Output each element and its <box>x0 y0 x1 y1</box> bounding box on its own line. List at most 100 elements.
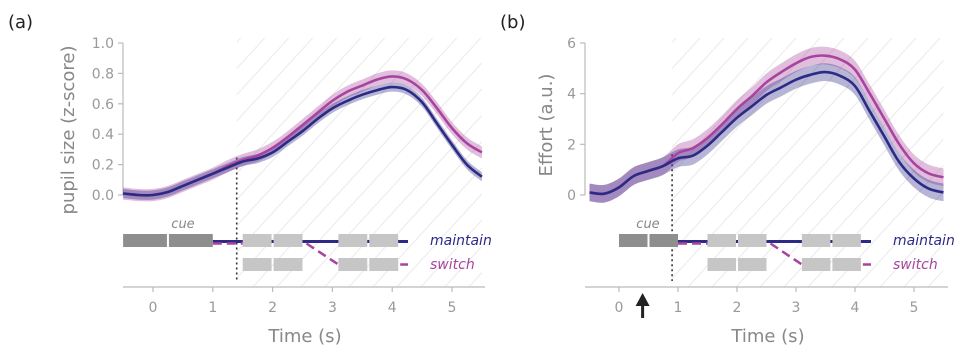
hatch-line <box>672 38 749 122</box>
panel-0-y-tick-label: 0.4 <box>92 127 114 143</box>
panel-a-y-axis-title: pupil size (z-score) <box>58 46 79 215</box>
panel-a-label: (a) <box>8 12 33 33</box>
panel-0-switch-track-2 <box>305 242 340 266</box>
panel-1-switch-block-0-right <box>738 258 767 271</box>
panel-1-x-tick-label: 3 <box>792 300 801 316</box>
panel-0-x-tick-label: 4 <box>388 300 397 316</box>
hatch-line <box>0 3 33 287</box>
hatch-line <box>0 3 9 287</box>
hatch-line <box>372 167 482 287</box>
panel-1-maintain-block-1-right <box>832 234 861 247</box>
hatch-line <box>236 38 338 148</box>
panel-0-x-tick-label: 5 <box>448 300 457 316</box>
panel-0-y-tick-label: 0.2 <box>92 158 114 174</box>
hatch-line <box>735 59 944 287</box>
hatch-line <box>396 193 482 287</box>
panel-a-cue-label: cue <box>171 217 194 232</box>
panel-0-maintain-block-1-left <box>338 234 368 247</box>
hatch-line <box>0 3 57 287</box>
panel-1-cue-block-2 <box>649 234 678 247</box>
hatch-line <box>236 38 362 175</box>
panel-0-maintain-block-0-right <box>273 234 303 247</box>
panel-0-y-tick-label: 1.0 <box>92 36 114 52</box>
panel-0-y-tick-label: 0.8 <box>92 66 114 82</box>
hatch-line <box>672 38 893 280</box>
panel-b-y-axis-title: Effort (a.u.) <box>536 74 557 177</box>
panel-1-switch-band <box>589 46 944 203</box>
panel-a-legend-maintain: maintain <box>430 233 492 249</box>
panel-1-cue-block-1 <box>619 234 648 247</box>
panel-0-switch-block-0-left <box>242 258 272 271</box>
hatch-line <box>672 38 821 201</box>
panel-0-y-tick-label: 0.0 <box>92 188 114 204</box>
panel-1-switch-track-2 <box>769 242 803 266</box>
hatch-line <box>236 38 266 70</box>
panel-0-maintain-block-1-right <box>369 234 399 247</box>
panel-0-cue-block-2 <box>168 234 213 247</box>
panel-1-x-tick-label: 4 <box>851 300 860 316</box>
panel-1-x-tick-label: 5 <box>910 300 919 316</box>
panel-0-x-tick-label: 0 <box>149 300 158 316</box>
hatch-line <box>236 38 290 96</box>
hatch-line <box>855 190 944 287</box>
panel-a: 0.0 0.2 0.4 0.6 0.8 1.0 0 1 2 3 4 5 (a) pupil size … <box>0 3 492 347</box>
hatch-line <box>672 38 701 70</box>
panel-1-switch-block-1-left <box>801 258 831 271</box>
panel-1-x-tick-label: 2 <box>733 300 742 316</box>
panel-1-onset-arrow-icon <box>635 293 650 306</box>
panel-0-switch-block-1-right <box>369 258 399 271</box>
panel-0-switch-block-0-right <box>273 258 303 271</box>
panel-b-legend-switch: switch <box>893 257 938 273</box>
hatch-line <box>184 3 444 287</box>
panel-1-x-tick-label: 0 <box>615 300 624 316</box>
hatch-line <box>236 38 410 227</box>
hatch-line <box>324 114 482 287</box>
panel-1-y-tick-label: 4 <box>567 87 576 103</box>
hatch-line <box>879 217 944 287</box>
panel-1-plot-area: 0 2 4 6 0 1 2 3 4 5 <box>184 3 948 318</box>
panel-1-switch-block-0-left <box>707 258 736 271</box>
panel-0-x-tick-label: 3 <box>328 300 337 316</box>
panel-1-switch-block-1-right <box>832 258 861 271</box>
panel-1-maintain-block-0-right <box>738 234 767 247</box>
hatch-line <box>280 3 540 287</box>
panel-0-switch-block-1-left <box>338 258 368 271</box>
hatch-line <box>831 164 944 287</box>
panel-0-switch-band <box>123 70 482 202</box>
panel-1-maintain-line <box>589 70 944 196</box>
panel-0-cue-block-1 <box>123 234 167 247</box>
panel-1-maintain-block-1-left <box>801 234 831 247</box>
panel-b-x-axis-title: Time (s) <box>730 326 804 347</box>
panel-0-maintain-line <box>122 85 483 197</box>
panel-1-y-tick-label: 0 <box>567 188 576 204</box>
hatch-line <box>672 38 869 253</box>
hatch-line <box>672 38 773 148</box>
hatch-line <box>236 38 458 280</box>
panel-b-cue-label: cue <box>636 217 659 232</box>
hatch-line <box>672 38 845 227</box>
panel-0-maintain-block-0-left <box>242 234 272 247</box>
panel-1-maintain-band <box>589 63 944 203</box>
panel-a-legend-switch: switch <box>430 257 475 273</box>
panel-1-y-tick-label: 2 <box>567 137 576 153</box>
hatch-line <box>236 38 386 201</box>
hatch-line <box>376 3 636 287</box>
panel-0-hatch <box>0 3 482 287</box>
panel-0-maintain-band <box>123 82 482 200</box>
panel-b-label: (b) <box>500 12 525 33</box>
panel-1-maintain-block-0-left <box>707 234 736 247</box>
panel-0-x-tick-label: 2 <box>268 300 277 316</box>
hatch-line <box>236 38 314 122</box>
hatch-line <box>0 3 105 287</box>
hatch-line <box>672 38 725 96</box>
panel-0-x-tick-label: 1 <box>208 300 217 316</box>
panel-0-plot-area: 0.0 0.2 0.4 0.6 0.8 1.0 0 1 2 3 4 5 <box>0 3 485 316</box>
panel-b: 0 2 4 6 0 1 2 3 4 5 (b) Effort (a.u.) Time (s) cu… <box>184 3 955 347</box>
panel-b-legend-maintain: maintain <box>893 233 955 249</box>
panel-1-y-tick-label: 6 <box>567 36 576 52</box>
panel-1-x-tick-label: 1 <box>674 300 683 316</box>
hatch-line <box>420 219 482 287</box>
panel-a-x-axis-title: Time (s) <box>267 326 341 347</box>
hatch-line <box>276 62 482 287</box>
